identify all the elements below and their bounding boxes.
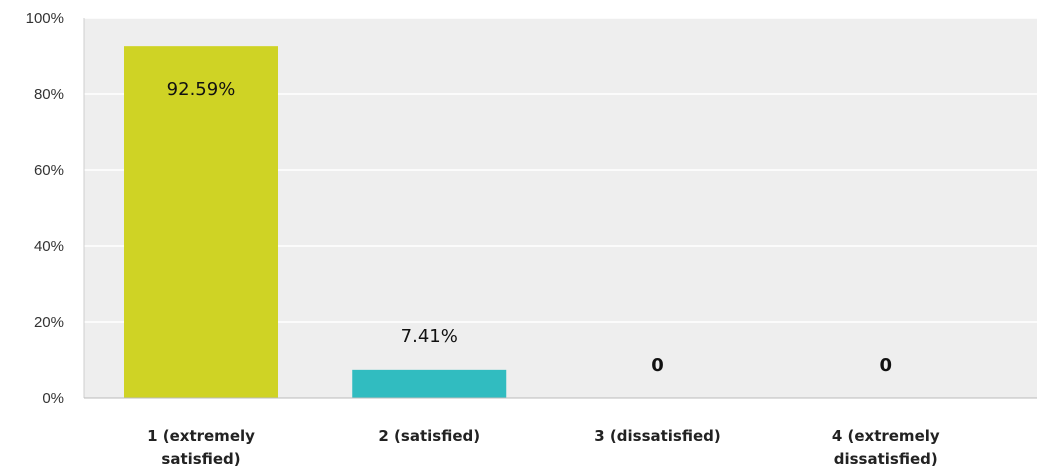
x-tick-label: 2 (satisfied) <box>378 427 480 445</box>
y-tick-label: 20% <box>34 314 64 331</box>
bar-series <box>124 46 507 399</box>
data-label: 0 <box>879 355 892 376</box>
data-label: 7.41% <box>401 326 458 347</box>
y-tick-label: 0% <box>42 390 64 407</box>
x-tick-label: 4 (extremely dissatisfied) <box>832 427 940 468</box>
y-tick-label: 80% <box>34 86 64 103</box>
bar <box>124 46 278 399</box>
bar <box>352 369 507 398</box>
y-tick-label: 60% <box>34 162 64 179</box>
x-tick-label: 1 (extremely satisfied) <box>147 427 255 468</box>
x-axis-ticks: 1 (extremely satisfied) 2 (satisfied) 3 (di… <box>147 427 940 468</box>
data-labels: 92.59% 7.41% 0 0 <box>167 79 892 376</box>
data-label: 92.59% <box>167 79 236 100</box>
y-tick-label: 100% <box>26 10 64 27</box>
x-tick-label: 3 (dissatisfied) <box>594 427 721 445</box>
y-tick-label: 40% <box>34 238 64 255</box>
data-label: 0 <box>651 355 664 376</box>
y-axis-ticks: 0% 20% 40% 60% 80% 100% <box>26 10 64 407</box>
